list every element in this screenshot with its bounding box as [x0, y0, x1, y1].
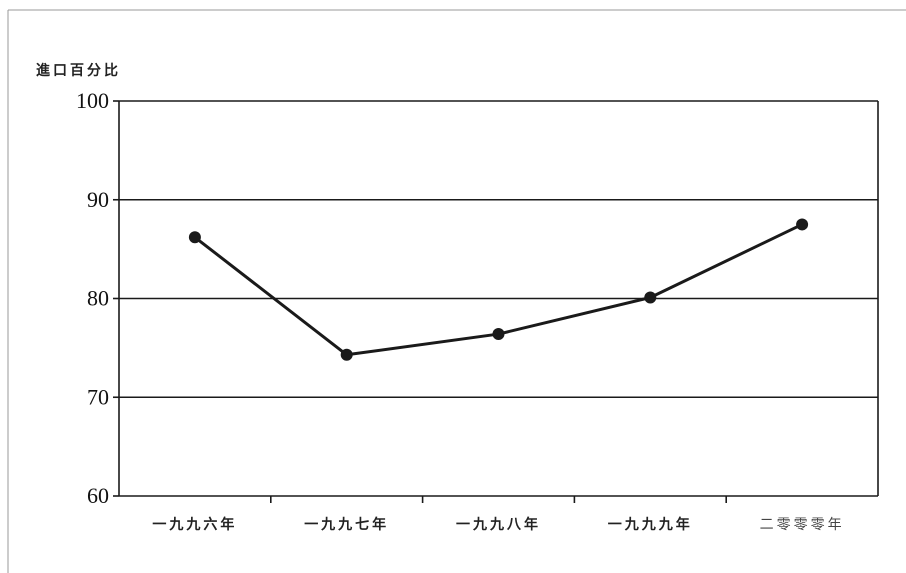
data-point-0-1 — [340, 348, 353, 361]
data-point-0-0 — [188, 231, 201, 244]
x-tick-label-4: 二零零零年 — [760, 517, 845, 533]
x-tick-label-2: 一九九八年 — [456, 516, 541, 533]
data-point-0-3 — [644, 291, 657, 304]
y-tick-label-80: 80 — [87, 286, 109, 311]
y-tick-labels: 60 70 80 90 100 — [76, 88, 109, 508]
y-tick-label-70: 70 — [87, 384, 109, 409]
data-point-0-4 — [796, 218, 809, 231]
y-tick-label-90: 90 — [87, 187, 109, 212]
x-tick-labels: 一九九六年 一九九七年 一九九八年 一九九九年 二零零零年 — [152, 516, 845, 533]
data-points — [188, 218, 809, 361]
y-axis-label: 進口百分比 — [36, 62, 121, 79]
gridlines — [119, 100, 878, 399]
data-point-0-2 — [492, 328, 505, 341]
x-tick-label-0: 一九九六年 — [152, 516, 237, 533]
x-tick-label-1: 一九九七年 — [304, 516, 389, 533]
axes — [113, 100, 879, 503]
y-tick-label-100: 100 — [76, 88, 109, 113]
x-tick-label-3: 一九九九年 — [608, 516, 693, 533]
y-tick-label-60: 60 — [87, 483, 109, 508]
